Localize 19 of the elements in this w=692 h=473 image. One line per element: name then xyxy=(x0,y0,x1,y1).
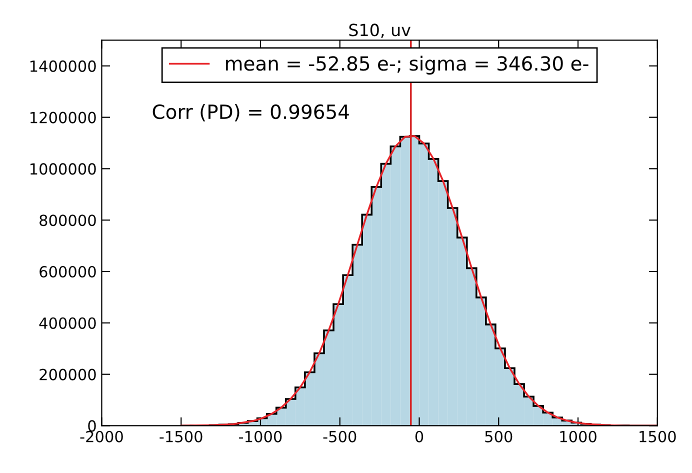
y-tick-label: 1400000 xyxy=(30,60,96,72)
x-tick-label: 1000 xyxy=(560,430,596,442)
y-tick-label: 1200000 xyxy=(30,112,96,124)
y-tick-label: 600000 xyxy=(40,266,96,278)
y-tick-label: 0 xyxy=(88,420,96,432)
x-tick-label: -500 xyxy=(323,430,356,442)
x-tick-label: -2000 xyxy=(80,430,123,442)
y-tick-label: 1000000 xyxy=(30,163,96,175)
x-tick-label: 0 xyxy=(415,430,424,442)
x-tick-label: -1500 xyxy=(160,430,202,442)
y-tick-label: 800000 xyxy=(40,214,96,226)
legend-label: mean = -52.85 e-; sigma = 346.30 e- xyxy=(226,56,588,75)
chart-title: S10, uv xyxy=(349,24,410,38)
x-tick-label: 1500 xyxy=(640,430,676,442)
y-tick-label: 400000 xyxy=(39,317,96,329)
x-tick-label: -1000 xyxy=(239,430,282,442)
x-tick-label: 500 xyxy=(485,430,512,442)
annotation: Corr (PD) = 0.99654 xyxy=(152,104,349,122)
y-tick-label: 200000 xyxy=(40,368,96,380)
